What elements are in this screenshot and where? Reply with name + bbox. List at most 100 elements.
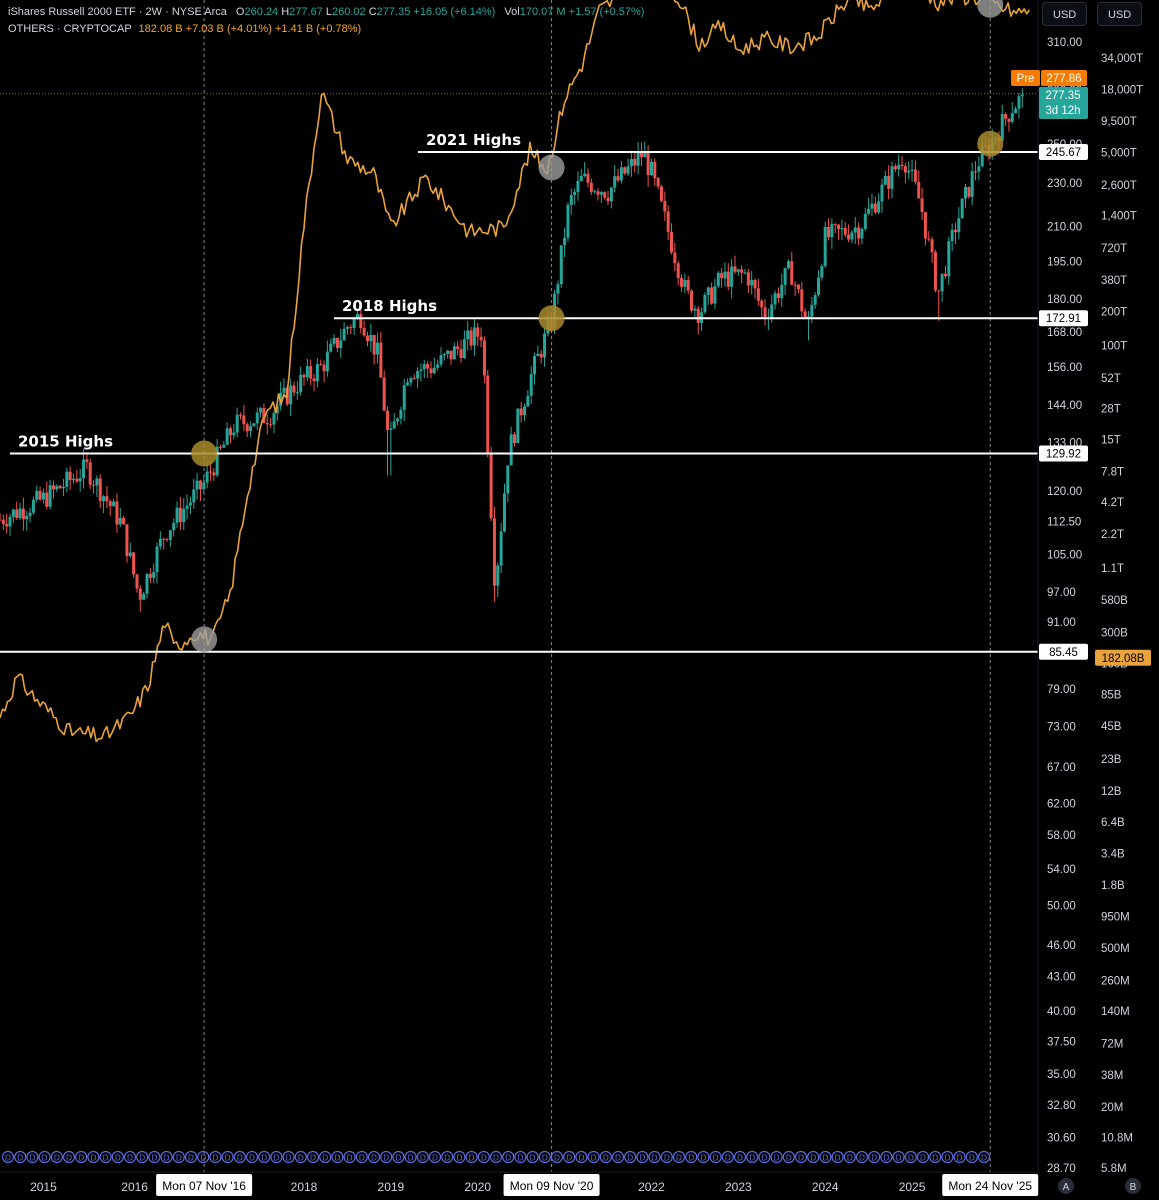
dividend-marker[interactable]: D xyxy=(636,1150,649,1164)
dividend-marker[interactable]: D xyxy=(209,1150,222,1164)
dividend-marker[interactable]: D xyxy=(258,1150,271,1164)
dividend-marker[interactable]: D xyxy=(50,1150,63,1164)
dividend-marker[interactable]: D xyxy=(575,1150,588,1164)
dividend-marker[interactable]: D xyxy=(929,1150,942,1164)
dividend-marker[interactable]: D xyxy=(953,1150,966,1164)
candle xyxy=(155,542,159,584)
dividend-marker[interactable]: D xyxy=(624,1150,637,1164)
dividend-marker[interactable]: D xyxy=(599,1150,612,1164)
dividend-marker[interactable]: D xyxy=(404,1150,417,1164)
dividend-marker[interactable]: D xyxy=(306,1150,320,1164)
dividend-marker[interactable]: D xyxy=(746,1150,759,1164)
dividend-marker[interactable]: D xyxy=(319,1150,332,1164)
dividend-marker[interactable]: D xyxy=(75,1150,88,1164)
dividend-marker[interactable]: D xyxy=(697,1150,710,1164)
svg-text:Mon 24 Nov '25: Mon 24 Nov '25 xyxy=(948,1179,1032,1193)
dividend-marker[interactable]: D xyxy=(282,1150,295,1164)
dividend-marker[interactable]: D xyxy=(477,1150,490,1164)
dividend-marker[interactable]: D xyxy=(99,1150,112,1164)
dividend-marker[interactable]: D xyxy=(502,1150,515,1164)
dividend-marker[interactable]: D xyxy=(270,1150,283,1164)
dividend-marker[interactable]: D xyxy=(721,1150,734,1164)
dividend-marker[interactable]: D xyxy=(184,1150,198,1164)
candle xyxy=(539,349,543,364)
dividend-marker[interactable]: D xyxy=(111,1150,124,1164)
dividend-marker[interactable]: D xyxy=(794,1150,808,1164)
dividend-marker[interactable]: D xyxy=(160,1150,173,1164)
dividend-marker[interactable]: D xyxy=(148,1150,161,1164)
dividend-marker[interactable]: D xyxy=(782,1150,795,1164)
dividend-marker[interactable]: D xyxy=(367,1150,381,1164)
dividend-marker[interactable]: D xyxy=(87,1150,100,1164)
dividend-marker[interactable]: D xyxy=(941,1150,954,1164)
candle xyxy=(977,156,981,181)
dividend-marker[interactable]: D xyxy=(428,1150,442,1164)
dividend-marker[interactable]: D xyxy=(880,1150,893,1164)
dividend-marker[interactable]: D xyxy=(819,1150,832,1164)
dividend-marker[interactable]: D xyxy=(62,1150,76,1164)
dividend-marker[interactable]: D xyxy=(221,1150,234,1164)
dividend-marker[interactable]: D xyxy=(465,1150,478,1164)
dividend-marker[interactable]: D xyxy=(685,1150,698,1164)
dividend-marker[interactable]: D xyxy=(197,1150,210,1164)
candle xyxy=(736,269,740,276)
dividend-marker[interactable]: D xyxy=(965,1150,978,1164)
dividend-marker[interactable]: D xyxy=(136,1150,149,1164)
dividend-marker[interactable]: D xyxy=(770,1150,783,1164)
currency-button-1[interactable]: USD xyxy=(1042,2,1088,26)
dividend-marker[interactable]: D xyxy=(916,1150,930,1164)
dividend-marker[interactable]: D xyxy=(526,1150,539,1164)
dividend-marker[interactable]: D xyxy=(294,1150,307,1164)
dividend-marker[interactable]: D xyxy=(550,1150,564,1164)
currency-button-2[interactable]: USD xyxy=(1097,2,1143,26)
dividend-marker[interactable]: D xyxy=(672,1150,686,1164)
dividend-marker[interactable]: D xyxy=(660,1150,673,1164)
dividend-marker[interactable]: D xyxy=(380,1150,393,1164)
axis1-tick: 156.00 xyxy=(1047,362,1082,374)
dividend-marker[interactable]: D xyxy=(26,1150,39,1164)
dividend-marker[interactable]: D xyxy=(1,1150,15,1164)
dividend-marker[interactable]: D xyxy=(709,1150,722,1164)
dividend-marker[interactable]: D xyxy=(855,1150,869,1164)
dividend-marker[interactable]: D xyxy=(38,1150,51,1164)
scale-button-b[interactable]: B xyxy=(1125,1178,1141,1194)
dividend-marker[interactable]: D xyxy=(233,1150,246,1164)
svg-text:277.35: 277.35 xyxy=(1045,90,1080,102)
dividend-marker[interactable]: D xyxy=(343,1150,356,1164)
axis1-tick: 73.00 xyxy=(1047,721,1076,733)
scale-button-a[interactable]: A xyxy=(1058,1178,1074,1194)
dividend-marker[interactable]: D xyxy=(977,1150,991,1164)
dividend-marker[interactable]: D xyxy=(892,1150,905,1164)
dividend-marker[interactable]: D xyxy=(489,1150,503,1164)
dividend-marker[interactable]: D xyxy=(245,1150,259,1164)
dividend-marker[interactable]: D xyxy=(514,1150,527,1164)
dividend-marker[interactable]: D xyxy=(904,1150,917,1164)
dividend-marker[interactable]: D xyxy=(758,1150,771,1164)
dividend-marker[interactable]: D xyxy=(392,1150,405,1164)
dividend-marker[interactable]: D xyxy=(355,1150,368,1164)
dividend-marker[interactable]: D xyxy=(868,1150,881,1164)
candle xyxy=(656,176,660,190)
dividend-marker[interactable]: D xyxy=(843,1150,856,1164)
dividend-marker[interactable]: D xyxy=(123,1150,137,1164)
dividend-marker[interactable]: D xyxy=(611,1150,625,1164)
dividend-marker[interactable]: D xyxy=(172,1150,185,1164)
axis2-tick: 4.2T xyxy=(1101,497,1124,509)
svg-text:D: D xyxy=(408,1154,414,1163)
dividend-marker[interactable]: D xyxy=(563,1150,576,1164)
candle xyxy=(599,190,603,203)
dividend-marker[interactable]: D xyxy=(14,1150,27,1164)
dividend-marker[interactable]: D xyxy=(733,1150,747,1164)
dividend-marker[interactable]: D xyxy=(453,1150,466,1164)
dividend-marker[interactable]: D xyxy=(331,1150,344,1164)
dividend-marker[interactable]: D xyxy=(648,1150,661,1164)
dividend-marker[interactable]: D xyxy=(538,1150,551,1164)
dividend-marker[interactable]: D xyxy=(831,1150,844,1164)
time-tick: 2016 xyxy=(121,1180,148,1194)
dividend-marker[interactable]: D xyxy=(416,1150,429,1164)
dividend-marker[interactable]: D xyxy=(587,1150,600,1164)
dividend-marker[interactable]: D xyxy=(441,1150,454,1164)
dividend-marker[interactable]: D xyxy=(807,1150,820,1164)
candle xyxy=(386,406,390,476)
